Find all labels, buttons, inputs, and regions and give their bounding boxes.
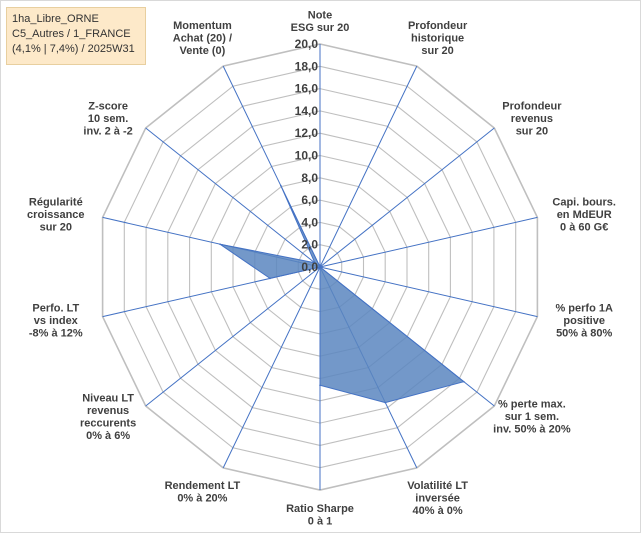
spoke-1 bbox=[319, 65, 418, 268]
tick-label-5: 10,0 bbox=[295, 149, 319, 163]
tick-label-2: 4,0 bbox=[301, 215, 318, 229]
info-line-3: (4,1% | 7,4%) / 2025W31 bbox=[12, 43, 135, 55]
tick-label-6: 12,0 bbox=[295, 126, 319, 140]
tick-label-0: 0,0 bbox=[301, 260, 318, 274]
tick-label-9: 18,0 bbox=[295, 59, 319, 73]
axis-label-6: Volatilité LT inversée 40% à 0% bbox=[407, 480, 468, 517]
data-point-7 bbox=[319, 384, 321, 387]
info-line-1: 1ha_Libre_ORNE bbox=[12, 13, 99, 25]
axis-label-11: Régularité croissance sur 20 bbox=[27, 196, 84, 233]
tick-label-8: 16,0 bbox=[295, 82, 319, 96]
tick-label-1: 2,0 bbox=[301, 238, 318, 252]
tick-label-7: 14,0 bbox=[295, 104, 319, 118]
series-area-0 bbox=[219, 185, 465, 404]
axis-label-1: Profondeur historique sur 20 bbox=[408, 20, 468, 57]
data-point-10 bbox=[269, 277, 271, 280]
data-point-5 bbox=[463, 380, 465, 383]
axis-label-12: Z-score 10 sem. inv. 2 à -2 bbox=[83, 101, 132, 138]
axis-label-10: Perfo. LT vs index -8% à 12% bbox=[29, 303, 83, 340]
info-box: 1ha_Libre_ORNE C5_Autres / 1_FRANCE (4,1… bbox=[6, 7, 146, 65]
spoke-8 bbox=[222, 266, 321, 469]
spoke-4 bbox=[319, 266, 538, 318]
tick-label-3: 6,0 bbox=[301, 193, 318, 207]
spoke-2 bbox=[319, 127, 495, 268]
data-point-9 bbox=[319, 266, 321, 268]
axis-label-7: Ratio Sharpe 0 à 1 bbox=[286, 503, 354, 528]
axis-label-2: Profondeur revenus sur 20 bbox=[502, 101, 562, 138]
spoke-12 bbox=[145, 127, 321, 268]
data-point-11 bbox=[219, 243, 221, 245]
axis-label-3: Capi. bours. en MdEUR 0 à 60 G€ bbox=[552, 196, 616, 233]
data-point-6 bbox=[384, 401, 387, 404]
spoke-3 bbox=[319, 216, 538, 268]
tick-label-10: 20,0 bbox=[295, 37, 319, 51]
spoke-9 bbox=[145, 266, 321, 407]
axis-label-8: Rendement LT 0% à 20% bbox=[165, 480, 241, 505]
axis-label-13: Momentum Achat (20) / Vente (0) bbox=[173, 20, 232, 57]
axis-label-9: Niveau LT revenus reccurents 0% à 6% bbox=[80, 392, 136, 442]
axis-label-0: Note ESG sur 20 bbox=[291, 10, 350, 35]
data-point-12 bbox=[314, 262, 316, 264]
axis-label-5: % perte max. sur 1 sem. inv. 50% à 20% bbox=[493, 399, 571, 436]
tick-label-4: 8,0 bbox=[301, 171, 318, 185]
info-line-2: C5_Autres / 1_FRANCE bbox=[12, 28, 131, 40]
data-point-13 bbox=[280, 184, 282, 187]
axis-label-4: % perfo 1A positive 50% à 80% bbox=[555, 303, 613, 340]
